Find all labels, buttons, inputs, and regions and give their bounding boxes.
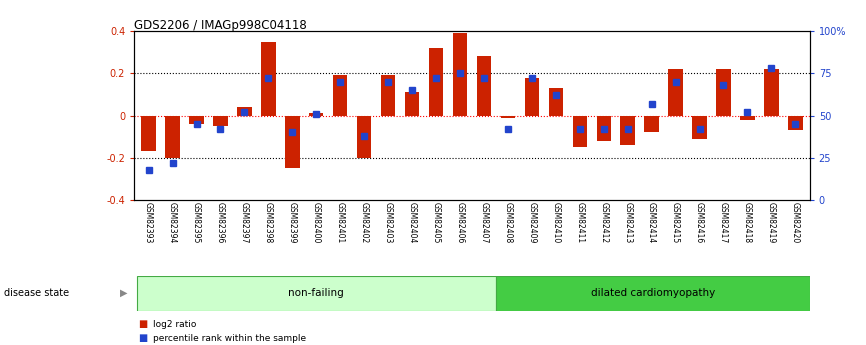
- Bar: [496, 276, 810, 310]
- Text: GSM82417: GSM82417: [719, 201, 728, 243]
- Bar: [572, 116, 587, 147]
- Text: disease state: disease state: [4, 288, 69, 298]
- Text: GDS2206 / IMAGp998C04118: GDS2206 / IMAGp998C04118: [134, 19, 307, 32]
- Bar: [137, 276, 496, 310]
- Text: GSM82402: GSM82402: [359, 201, 369, 243]
- Bar: [477, 56, 491, 116]
- Text: dilated cardiomyopathy: dilated cardiomyopathy: [591, 288, 715, 298]
- Text: GSM82416: GSM82416: [695, 201, 704, 243]
- Bar: [262, 42, 275, 116]
- Bar: [692, 116, 707, 139]
- Text: GSM82393: GSM82393: [144, 201, 153, 243]
- Text: GSM82411: GSM82411: [575, 201, 585, 243]
- Text: GSM82397: GSM82397: [240, 201, 249, 243]
- Bar: [453, 33, 467, 116]
- Text: GSM82399: GSM82399: [288, 201, 297, 243]
- Text: ■: ■: [139, 333, 148, 343]
- Bar: [405, 92, 419, 116]
- Text: GSM82414: GSM82414: [647, 201, 656, 243]
- Text: GSM82420: GSM82420: [791, 201, 800, 243]
- Bar: [213, 116, 228, 126]
- Bar: [381, 76, 395, 116]
- Bar: [309, 114, 324, 116]
- Text: GSM82403: GSM82403: [384, 201, 392, 243]
- Bar: [237, 107, 252, 116]
- Bar: [525, 78, 539, 116]
- Text: GSM82404: GSM82404: [408, 201, 417, 243]
- Text: GSM82405: GSM82405: [431, 201, 441, 243]
- Text: log2 ratio: log2 ratio: [153, 320, 197, 329]
- Bar: [764, 69, 779, 116]
- Text: GSM82406: GSM82406: [456, 201, 464, 243]
- Bar: [190, 116, 204, 124]
- Text: GSM82412: GSM82412: [599, 201, 608, 243]
- Bar: [788, 116, 803, 130]
- Text: GSM82401: GSM82401: [336, 201, 345, 243]
- Text: ▶: ▶: [120, 288, 127, 298]
- Bar: [501, 116, 515, 118]
- Text: ■: ■: [139, 319, 148, 329]
- Bar: [333, 76, 347, 116]
- Bar: [597, 116, 611, 141]
- Bar: [549, 88, 563, 116]
- Text: GSM82413: GSM82413: [624, 201, 632, 243]
- Bar: [141, 116, 156, 151]
- Text: GSM82400: GSM82400: [312, 201, 320, 243]
- Text: GSM82396: GSM82396: [216, 201, 225, 243]
- Bar: [669, 69, 682, 116]
- Text: GSM82418: GSM82418: [743, 201, 752, 243]
- Bar: [644, 116, 659, 132]
- Text: GSM82419: GSM82419: [767, 201, 776, 243]
- Text: GSM82407: GSM82407: [480, 201, 488, 243]
- Bar: [740, 116, 754, 120]
- Text: non-failing: non-failing: [288, 288, 344, 298]
- Text: GSM82409: GSM82409: [527, 201, 536, 243]
- Text: GSM82415: GSM82415: [671, 201, 680, 243]
- Text: GSM82394: GSM82394: [168, 201, 177, 243]
- Text: GSM82410: GSM82410: [552, 201, 560, 243]
- Bar: [620, 116, 635, 145]
- Bar: [716, 69, 731, 116]
- Bar: [357, 116, 372, 158]
- Bar: [165, 116, 180, 158]
- Text: percentile rank within the sample: percentile rank within the sample: [153, 334, 307, 343]
- Text: GSM82408: GSM82408: [503, 201, 513, 243]
- Text: GSM82398: GSM82398: [264, 201, 273, 243]
- Bar: [285, 116, 300, 168]
- Text: GSM82395: GSM82395: [192, 201, 201, 243]
- Bar: [429, 48, 443, 116]
